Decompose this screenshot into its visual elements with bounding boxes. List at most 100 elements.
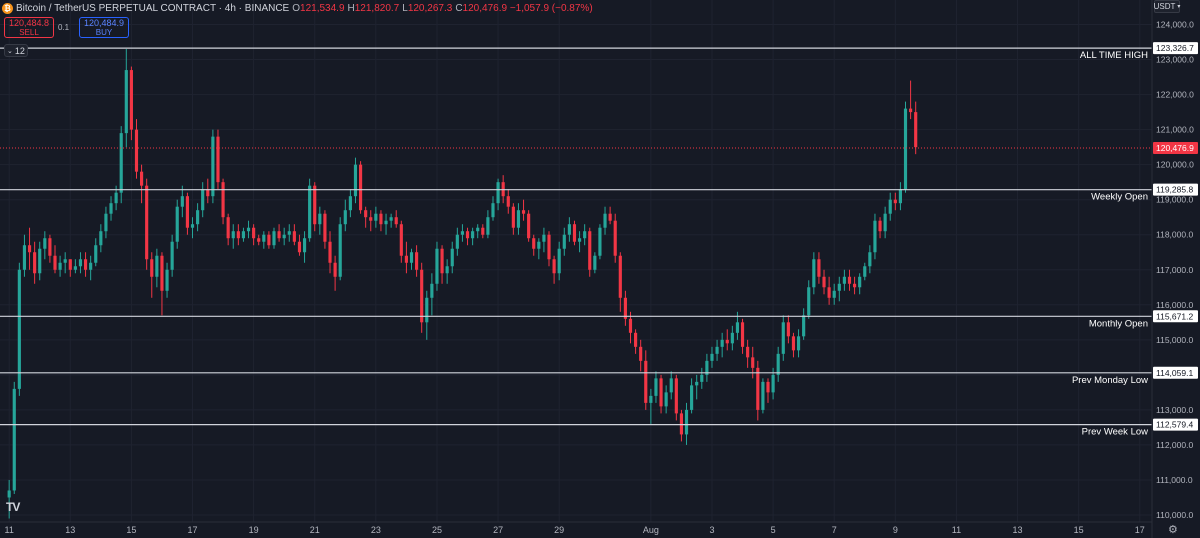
candle-body [409,252,414,263]
candle [710,346,714,368]
candle [751,346,755,379]
candle [12,381,16,494]
candle-body [211,136,215,197]
candle [659,374,663,414]
gear-icon[interactable]: ⚙ [1168,524,1178,536]
y-tick-label: 116,000.0 [1156,300,1193,310]
candle [384,213,388,235]
candle [914,101,918,155]
currency-selector[interactable]: USDT ▾ [1154,0,1180,13]
candle-body [725,339,729,344]
candle-body [114,192,118,204]
y-tick-label: 113,000.0 [1156,405,1193,415]
candle [888,192,892,221]
candle [542,227,546,253]
candle-body [7,490,11,498]
candle [63,252,67,274]
candle [730,325,734,351]
candle [134,119,139,179]
indicators-collapse-button[interactable]: ⌄ 12 [4,44,28,57]
y-tick-label: 117,000.0 [1156,265,1193,275]
candle-body [450,248,454,267]
candle [83,252,88,277]
candle-body [180,196,184,207]
candle [180,185,184,218]
candle-body [532,238,536,249]
candle [552,255,556,284]
price-axis[interactable]: 110,000.0 111,000.0 112,000.0 113,000.0 114,… [1151,0,1200,538]
candle-body [690,385,694,410]
candle [297,234,302,256]
candle [343,199,347,232]
candle [425,290,429,340]
y-tick-label: 123,000.0 [1156,55,1194,65]
candle [893,192,897,211]
candle [221,178,225,225]
time-axis[interactable]: 11 13 15 17 19 21 23 25 27 29 Aug 3 5 7 9 11 13 15 17 [0,521,1152,535]
candle [216,129,220,190]
candle-body [746,346,750,358]
y-tick-label: 115,000.0 [1156,335,1193,345]
candle [562,227,566,256]
candle-body [58,262,62,270]
x-tick-label: 9 [893,525,898,535]
candle-body [639,346,643,361]
candle-body [302,238,307,253]
x-tick-label: 21 [310,525,320,535]
candle-body [277,231,281,239]
candle [577,231,582,253]
candle-body [812,259,816,288]
candle [272,227,276,249]
candle [909,80,913,120]
candle-body [257,238,261,242]
candle-body [353,164,358,197]
candle-body [710,353,714,361]
candle-body [776,353,780,375]
candle [246,220,251,239]
candle-body [99,231,103,246]
candle-body [863,266,867,277]
sell-button[interactable]: 120,484.8 SELL [4,17,54,38]
candle-body [476,227,480,232]
candle-body [735,322,740,333]
candle [786,315,790,344]
candle [262,231,266,249]
candle [837,276,841,302]
candle [302,231,307,263]
candle-body [577,238,582,242]
candle [313,182,317,232]
candle [761,378,765,414]
candle-body [201,189,205,211]
candle-body [730,332,734,344]
candle-body [659,378,663,407]
candle [628,311,633,344]
candle-body [308,185,312,239]
candle [399,220,403,263]
y-tick-label: 124,000.0 [1156,20,1194,30]
candle [150,252,154,298]
ohlc-high: H121,820.7 [347,2,400,14]
candle-body [445,266,449,274]
x-tick-label: Aug [643,525,659,535]
candle-body [567,224,571,235]
candle-body [827,287,831,298]
candle [649,388,653,424]
candle [140,164,144,204]
candle-body [140,171,144,186]
candle [226,213,230,246]
candle-body [246,227,251,232]
candle [796,329,801,358]
candle [878,217,882,239]
symbol-header: ₿ Bitcoin / TetherUS PERPETUAL CONTRACT … [2,1,593,15]
level-label: Prev Monday Low [1072,375,1148,386]
candle-body [868,252,872,267]
candle [644,350,648,410]
candle [104,206,108,239]
buy-button[interactable]: 120,484.9 BUY [79,17,129,38]
candle [516,203,521,235]
candle [160,252,164,316]
level-label: Weekly Open [1091,192,1148,203]
candle [603,206,607,235]
symbol-title[interactable]: Bitcoin / TetherUS PERPETUAL CONTRACT · … [16,2,290,14]
